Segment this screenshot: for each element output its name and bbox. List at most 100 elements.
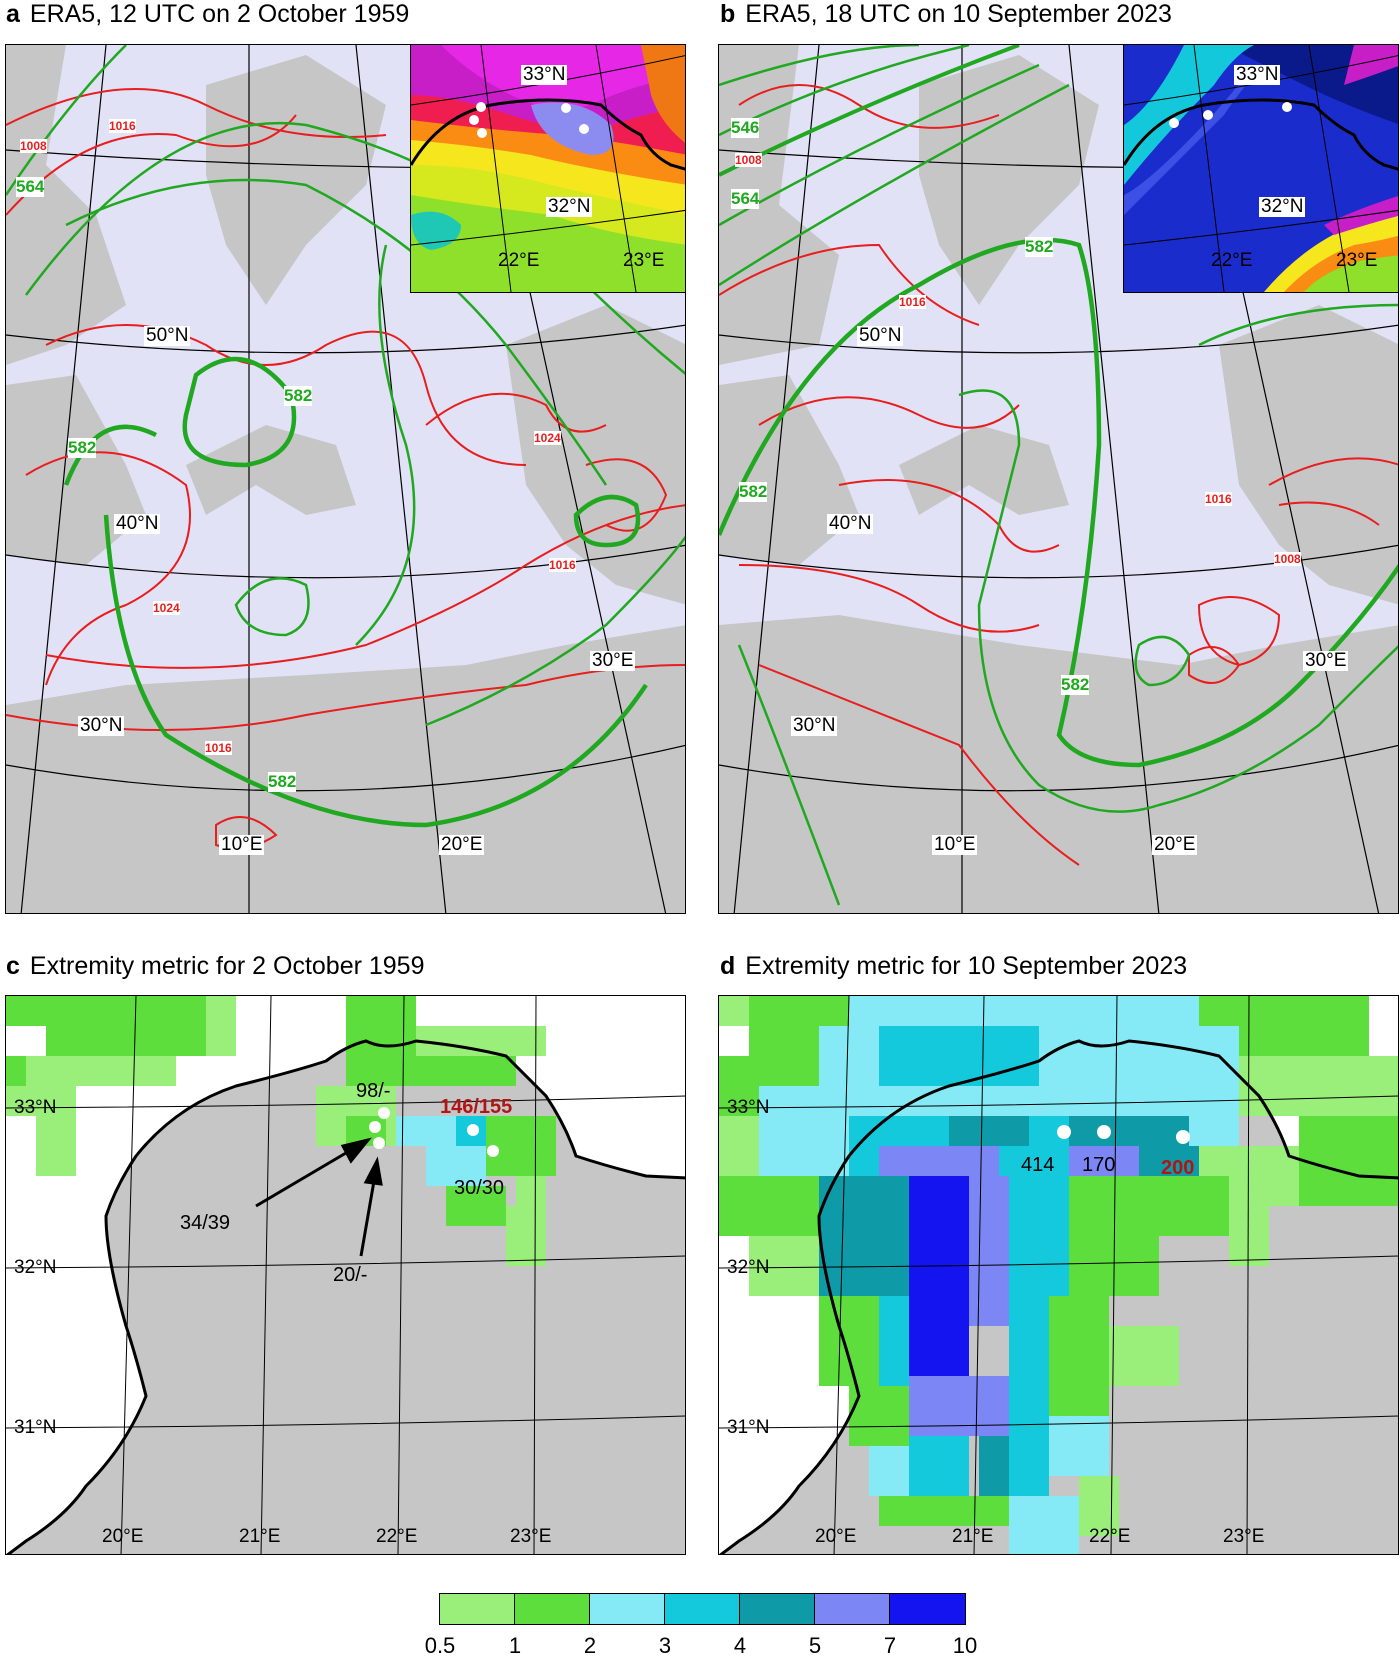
panel-a-lon-20: 20°E: [439, 834, 485, 855]
panel-a-slp-label: 1024: [534, 431, 561, 445]
panel-a-inset-lon-23: 23°E: [623, 250, 665, 271]
panel-c-lat-33: 33°N: [14, 1097, 57, 1118]
panel-c-map: 33°N 32°N 31°N 20°E 21°E 22°E 23°E 98/- …: [5, 995, 686, 1555]
panel-b-inset: 33°N 32°N 22°E 23°E: [1123, 45, 1398, 293]
panel-b-inset-svg: [1124, 45, 1398, 292]
panel-b-slp-label: 1016: [899, 295, 926, 309]
panel-b-slp-label: 1008: [1274, 552, 1301, 566]
panel-a-inset-stations: [469, 102, 589, 138]
panel-a-lon-30: 30°E: [590, 650, 636, 671]
panel-b-slp-label: 1008: [735, 153, 762, 167]
panel-a-inset-svg: [411, 45, 685, 292]
panel-d-map: 33°N 32°N 31°N 20°E 21°E 22°E 23°E 414 1…: [718, 995, 1399, 1555]
colorbar-tick: 2: [583, 1633, 597, 1658]
colorbar-swatch: [890, 1594, 965, 1624]
panel-c-coastline: [6, 1039, 685, 1554]
panel-b-inset-lon-22: 22°E: [1211, 250, 1253, 271]
panel-d-annotation-200: 200: [1161, 1157, 1195, 1179]
panel-b-lat-40: 40°N: [827, 513, 874, 534]
panel-b-lat-50: 50°N: [857, 325, 904, 346]
panel-c-lon-21: 21°E: [239, 1526, 281, 1547]
colorbar-tick: 1: [508, 1633, 522, 1658]
panel-c-title: c Extremity metric for 2 October 1959: [6, 952, 425, 980]
panel-d-lat-32: 32°N: [727, 1257, 770, 1278]
panel-c-lon-20: 20°E: [102, 1526, 144, 1547]
panel-b-z500-label: 582: [1025, 237, 1054, 257]
panel-a-z500-label: 582: [68, 438, 97, 458]
panel-b-inset-lat-33: 33°N: [1234, 64, 1281, 85]
panel-b-z500-label: 564: [731, 189, 760, 209]
panel-b-z500-label: 546: [731, 118, 760, 138]
colorbar-tick: 3: [658, 1633, 672, 1658]
colorbar-tick: 0.5: [424, 1633, 456, 1658]
panel-a-title: a ERA5, 12 UTC on 2 October 1959: [6, 0, 410, 28]
panel-b-z500-label: 582: [1061, 675, 1090, 695]
panel-c-annotation-34-39: 34/39: [180, 1212, 231, 1234]
panel-b-map: 50°N 40°N 30°N 10°E 20°E 30°E 546 564 58…: [718, 44, 1399, 914]
panel-a-lat-40: 40°N: [114, 513, 161, 534]
panel-c-arrows: [255, 1137, 383, 1257]
panel-a-inset: 33°N 32°N 22°E 23°E: [410, 45, 685, 293]
panel-d-lon-23: 23°E: [1223, 1526, 1265, 1547]
panel-b-lon-20: 20°E: [1152, 834, 1198, 855]
panel-c-lat-31: 31°N: [14, 1417, 57, 1438]
panel-b-title: b ERA5, 18 UTC on 10 September 2023: [720, 0, 1172, 28]
colorbar-tick: 10: [952, 1633, 978, 1658]
panel-a-z500-label: 582: [284, 386, 313, 406]
panel-a-slp-label: 1016: [549, 558, 576, 572]
panel-d-lon-22: 22°E: [1089, 1526, 1131, 1547]
panel-b-lat-30: 30°N: [791, 715, 838, 736]
panel-c-annotation-20: 20/-: [333, 1264, 368, 1286]
panel-c-annotation-30-30: 30/30: [454, 1177, 505, 1199]
panel-c-annotation-146-155: 146/155: [440, 1096, 513, 1118]
panel-a-inset-lat-32: 32°N: [546, 196, 593, 217]
panel-b-inset-lon-23: 23°E: [1336, 250, 1378, 271]
colorbar-swatch: [515, 1594, 590, 1624]
colorbar-swatch: [815, 1594, 890, 1624]
colorbar-tick: 5: [808, 1633, 822, 1658]
panel-a-slp-label: 1016: [205, 741, 232, 755]
panel-a-z500-label: 564: [16, 177, 45, 197]
panel-a-lon-10: 10°E: [219, 834, 265, 855]
panel-a-land: [6, 45, 685, 913]
panel-d-map-svg: [719, 996, 1398, 1554]
colorbar-tick: 4: [733, 1633, 747, 1658]
panel-b-inset-lat-32: 32°N: [1259, 196, 1306, 217]
panel-d-lat-33: 33°N: [727, 1097, 770, 1118]
colorbar-swatch: [440, 1594, 515, 1624]
panel-a-lat-30: 30°N: [78, 715, 125, 736]
panel-b-inset-stations: [1169, 102, 1292, 128]
panel-d-lon-21: 21°E: [952, 1526, 994, 1547]
panel-a-slp-label: 1008: [20, 139, 47, 153]
panel-d-coastline: [719, 1039, 1398, 1554]
panel-d-annotation-414: 414: [1021, 1154, 1055, 1176]
panel-b-map-svg: [719, 45, 1398, 913]
panel-b-slp-label: 1016: [1205, 492, 1232, 506]
panel-a-slp-label: 1024: [153, 601, 180, 615]
panel-a-inset-lat-33: 33°N: [521, 64, 568, 85]
panel-b-lon-30: 30°E: [1303, 650, 1349, 671]
panel-d-lon-20: 20°E: [815, 1526, 857, 1547]
panel-c-graticule: [6, 996, 685, 1554]
panel-b-z500-label: 582: [739, 482, 768, 502]
colorbar-swatch: [740, 1594, 815, 1624]
panel-a-lat-50: 50°N: [144, 325, 191, 346]
panel-b-land: [719, 45, 1398, 913]
panel-a-z500-label: 582: [268, 772, 297, 792]
panel-b-lon-10: 10°E: [932, 834, 978, 855]
panel-d-graticule: [719, 996, 1398, 1554]
panel-a-map: 50°N 40°N 30°N 10°E 20°E 30°E 564 582 58…: [5, 44, 686, 914]
colorbar-swatch: [665, 1594, 740, 1624]
panel-c-lon-23: 23°E: [510, 1526, 552, 1547]
panel-d-stations: [1057, 1125, 1190, 1144]
colorbar-swatch: [590, 1594, 665, 1624]
panel-d-lat-31: 31°N: [727, 1417, 770, 1438]
panel-a-z500-contours: [6, 45, 685, 828]
panel-c-map-svg: [6, 996, 685, 1554]
panel-c-annotation-98: 98/-: [356, 1080, 391, 1102]
panel-b-slp-contours: [719, 84, 1398, 866]
panel-a-slp-label: 1016: [109, 119, 136, 133]
colorbar: [439, 1593, 966, 1625]
panel-c-grid: [6, 996, 556, 1266]
panel-a-inset-lon-22: 22°E: [498, 250, 540, 271]
